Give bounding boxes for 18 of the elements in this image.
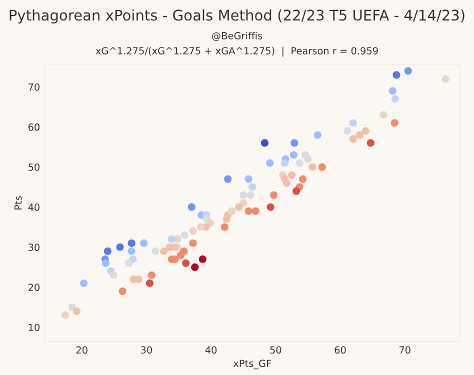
x-tick-label: 60 <box>334 346 346 354</box>
y-tick-label: 40 <box>28 204 40 211</box>
y-tick-label: 70 <box>28 83 40 91</box>
x-tick-label: 50 <box>270 346 282 354</box>
y-tick-label: 10 <box>28 324 40 332</box>
text: xG^1.275/(xG^1.275 + xGA^1.275) | Pearson r = 0.959 <box>96 46 378 57</box>
x-tick-label: 40 <box>205 346 217 354</box>
x-tick-label: 30 <box>141 346 152 354</box>
x-tick-label: 20 <box>76 346 88 354</box>
y-axis-title: Pts <box>14 196 22 210</box>
y-tick-label: 30 <box>28 244 40 251</box>
chart-subtitle: @BeGriffis <box>212 32 262 41</box>
chart-title: Pythagorean xPoints - Goals Method (22/23 T5 UEFA - 4/14/23) <box>10 9 464 24</box>
y-tick-label: 60 <box>28 123 40 131</box>
y-tick-label: 20 <box>28 284 40 292</box>
x-tick-label: 70 <box>399 346 410 354</box>
y-tick-label: 50 <box>28 163 40 171</box>
x-axis-title: xPts_GF <box>233 360 272 370</box>
